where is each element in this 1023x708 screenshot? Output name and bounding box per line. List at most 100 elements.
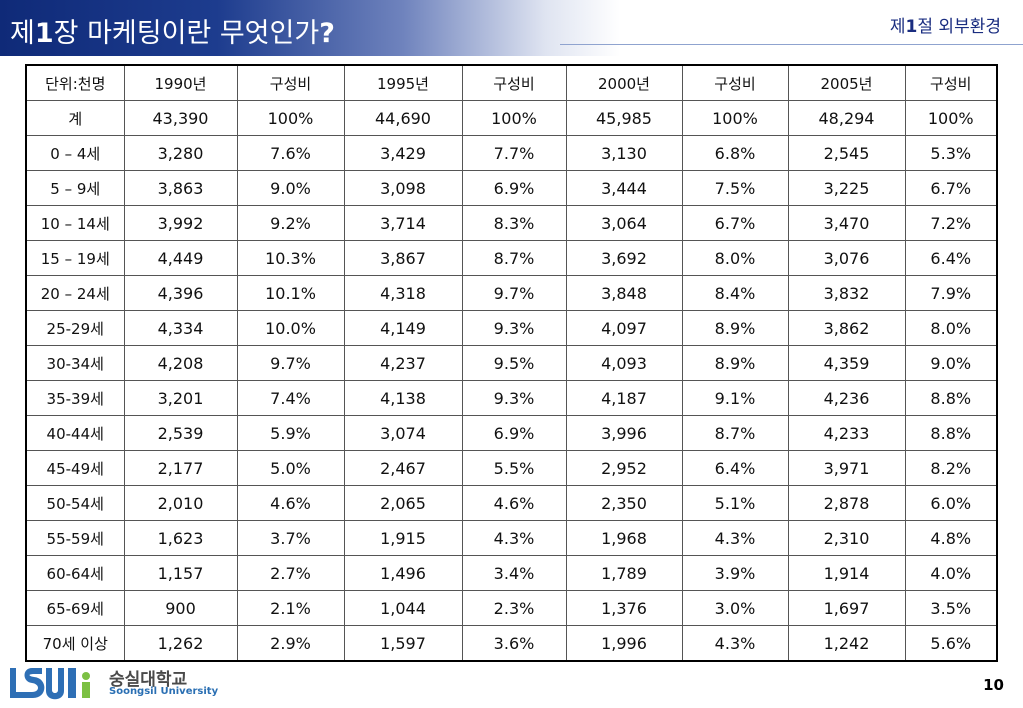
row-label-cell: 20 – 24세 <box>25 275 125 311</box>
table-cell: 10.3% <box>236 240 345 276</box>
table-cell: 45,985 <box>565 100 683 136</box>
table-cell: 4,449 <box>123 240 238 276</box>
page-title: 제1장 마케팅이란 무엇인가? <box>10 11 335 50</box>
row-label-cell: 45-49세 <box>25 450 125 486</box>
table-row: 25-29세 4,334 10.0% 4,149 9.3% 4,097 8.9% 3,862 8… <box>25 310 998 346</box>
table-cell: 3,130 <box>565 135 683 171</box>
table-cell: 3.6% <box>461 625 567 662</box>
table-cell: 43,390 <box>123 100 238 136</box>
title-prefix: 제 <box>10 18 35 49</box>
table-row: 55-59세 1,623 3.7% 1,915 4.3% 1,968 4.3% 2,310 4.… <box>25 520 998 556</box>
table-cell: 4,318 <box>343 275 463 311</box>
university-logo: 숭실대학교 Soongsil University <box>6 664 226 702</box>
table-cell: 8.4% <box>681 275 789 311</box>
table-cell: 3,225 <box>787 170 906 206</box>
row-label-cell: 65-69세 <box>25 590 125 626</box>
table-cell: 4.8% <box>904 520 998 556</box>
table-cell: 2.7% <box>236 555 345 591</box>
header-cell-unit: 단위:천명 <box>25 64 125 101</box>
table-cell: 900 <box>123 590 238 626</box>
table-cell: 100% <box>681 100 789 136</box>
table-cell: 3,848 <box>565 275 683 311</box>
row-label-cell: 25-29세 <box>25 310 125 346</box>
table-cell: 5.1% <box>681 485 789 521</box>
table-cell: 48,294 <box>787 100 906 136</box>
header-cell-ratio-2005: 구성비 <box>904 64 998 101</box>
table-cell: 3.4% <box>461 555 567 591</box>
row-label-cell: 10 – 14세 <box>25 205 125 241</box>
table-row: 65-69세 900 2.1% 1,044 2.3% 1,376 3.0% 1,697 3.5% <box>25 590 998 626</box>
table-cell: 8.0% <box>681 240 789 276</box>
page-number: 10 <box>983 676 1004 694</box>
table-cell: 3,201 <box>123 380 238 416</box>
table-cell: 1,376 <box>565 590 683 626</box>
table-cell: 3,444 <box>565 170 683 206</box>
table-cell: 6.4% <box>904 240 998 276</box>
table-row: 45-49세 2,177 5.0% 2,467 5.5% 2,952 6.4% 3,971 8.… <box>25 450 998 486</box>
table-cell: 1,968 <box>565 520 683 556</box>
table-cell: 6.8% <box>681 135 789 171</box>
table-cell: 1,262 <box>123 625 238 662</box>
table-cell: 1,623 <box>123 520 238 556</box>
title-text: 장 마케팅이란 무엇인가 <box>53 18 320 49</box>
table-cell: 6.7% <box>681 205 789 241</box>
table-cell: 9.7% <box>461 275 567 311</box>
section-number: 1 <box>905 17 918 37</box>
table-cell: 8.8% <box>904 380 998 416</box>
table-cell: 2,065 <box>343 485 463 521</box>
header-divider <box>560 44 1023 45</box>
section-title: 제1절 외부환경 <box>890 12 1001 37</box>
logo-english-name: Soongsil University <box>109 686 219 697</box>
table-row: 5 – 9세 3,863 9.0% 3,098 6.9% 3,444 7.5% 3,225 6.… <box>25 170 998 206</box>
table-cell: 6.9% <box>461 170 567 206</box>
table-cell: 1,996 <box>565 625 683 662</box>
table-cell: 4.3% <box>681 625 789 662</box>
table-cell: 1,915 <box>343 520 463 556</box>
table-cell: 1,044 <box>343 590 463 626</box>
table-cell: 4,149 <box>343 310 463 346</box>
row-label-cell: 5 – 9세 <box>25 170 125 206</box>
table-row: 70세 이상 1,262 2.9% 1,597 3.6% 1,996 4.3% 1,242 5.… <box>25 625 998 662</box>
table-cell: 3,076 <box>787 240 906 276</box>
table-cell: 9.5% <box>461 345 567 381</box>
table-row: 35-39세 3,201 7.4% 4,138 9.3% 4,187 9.1% 4,236 8.… <box>25 380 998 416</box>
table-cell: 9.2% <box>236 205 345 241</box>
table-row: 50-54세 2,010 4.6% 2,065 4.6% 2,350 5.1% 2,878 6.… <box>25 485 998 521</box>
table-cell: 1,157 <box>123 555 238 591</box>
table-row: 30-34세 4,208 9.7% 4,237 9.5% 4,093 8.9% 4,359 9.… <box>25 345 998 381</box>
table-cell: 8.9% <box>681 345 789 381</box>
table-cell: 4.3% <box>461 520 567 556</box>
table-cell: 5.9% <box>236 415 345 451</box>
table-cell: 4.6% <box>461 485 567 521</box>
header-cell-2005: 2005년 <box>787 64 906 101</box>
table-cell: 9.0% <box>236 170 345 206</box>
table-cell: 1,597 <box>343 625 463 662</box>
table-cell: 2,010 <box>123 485 238 521</box>
table-cell: 7.9% <box>904 275 998 311</box>
table-cell: 8.8% <box>904 415 998 451</box>
table-cell: 7.4% <box>236 380 345 416</box>
table-cell: 2,350 <box>565 485 683 521</box>
section-text: 절 외부환경 <box>917 17 1001 37</box>
table-cell: 3,867 <box>343 240 463 276</box>
table-cell: 100% <box>461 100 567 136</box>
table-cell: 6.7% <box>904 170 998 206</box>
table-cell: 2.3% <box>461 590 567 626</box>
table-row: 40-44세 2,539 5.9% 3,074 6.9% 3,996 8.7% 4,233 8.… <box>25 415 998 451</box>
table-cell: 2,545 <box>787 135 906 171</box>
table-cell: 3.9% <box>681 555 789 591</box>
table-cell: 4,359 <box>787 345 906 381</box>
header-cell-2000: 2000년 <box>565 64 683 101</box>
table-cell: 9.3% <box>461 310 567 346</box>
table-cell: 9.1% <box>681 380 789 416</box>
header-cell-1990: 1990년 <box>123 64 238 101</box>
row-label-cell: 40-44세 <box>25 415 125 451</box>
table-cell: 8.0% <box>904 310 998 346</box>
table-cell: 3,280 <box>123 135 238 171</box>
table-cell: 4.6% <box>236 485 345 521</box>
table-cell: 6.9% <box>461 415 567 451</box>
section-prefix: 제 <box>889 17 906 37</box>
table-cell: 4,208 <box>123 345 238 381</box>
table-cell: 2,177 <box>123 450 238 486</box>
header-cell-ratio-1995: 구성비 <box>461 64 567 101</box>
